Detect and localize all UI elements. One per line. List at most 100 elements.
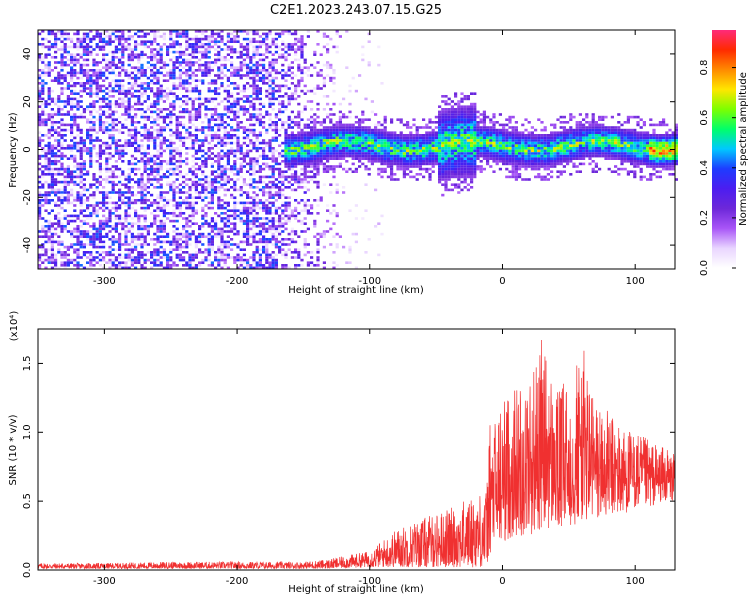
spectrogram-cell (207, 56, 211, 59)
spectrogram-cell (242, 191, 246, 194)
spectrogram-cell (348, 134, 352, 137)
spectrogram-cell (89, 160, 93, 163)
spectrogram-cell (198, 248, 202, 251)
spectrogram-cell (338, 162, 342, 166)
spectrogram-cell (242, 157, 246, 160)
spectrogram-cell (386, 157, 390, 160)
spectrogram-cell (130, 264, 134, 267)
spectrogram-cell (274, 84, 278, 88)
spectrogram-cell (348, 123, 352, 127)
spectrogram-cell (316, 134, 320, 137)
spectrogram-cell (204, 35, 208, 38)
spectrogram-cell (210, 118, 214, 121)
spectrogram-cell (130, 238, 134, 241)
spectrogram-cell (310, 157, 314, 160)
spectrogram-cell (258, 261, 262, 264)
spectrogram-cell (265, 37, 269, 41)
spectrogram-cell (172, 131, 176, 134)
spectrogram-cell (188, 121, 192, 124)
spectrogram-cell (316, 108, 320, 111)
spectrogram-cell (54, 152, 58, 155)
spectrogram-cell (134, 66, 138, 69)
spectrogram-cell (281, 76, 285, 80)
spectrogram-cell (95, 209, 99, 212)
spectrogram-cell (201, 126, 205, 129)
spectrogram-cell (54, 154, 58, 158)
spectrogram-cell (143, 240, 147, 244)
spectrogram-cell (316, 162, 320, 166)
spectrogram-cell (310, 256, 314, 259)
spectrogram-cell (54, 217, 58, 220)
spectrogram-cell (121, 261, 125, 264)
spectrogram-cell (380, 232, 384, 236)
spectrogram-cell (358, 147, 362, 150)
spectrogram-cell (316, 102, 320, 106)
spectrogram-cell (233, 149, 237, 153)
spectrogram-cell (313, 162, 317, 166)
spectrogram-cell (284, 196, 288, 199)
spectrogram-cell (121, 243, 125, 246)
spectrogram-cell (207, 100, 211, 103)
spectrogram-cell (198, 238, 202, 241)
spectrogram-cell (335, 149, 339, 153)
spectrogram-cell (377, 134, 381, 137)
spectrogram-cell (76, 217, 80, 220)
spectrogram-cell (130, 76, 134, 80)
spectrogram-cell (98, 258, 102, 262)
spectrogram-cell (105, 225, 109, 228)
spectrogram-cell (47, 69, 51, 72)
spectrogram-cell (172, 95, 176, 98)
spectrogram-cell (268, 126, 272, 129)
spectrogram-cell (102, 178, 106, 181)
spectrogram-cell (76, 183, 80, 186)
spectrogram-cell (300, 264, 304, 267)
spectrogram-cell (185, 225, 189, 228)
spectrogram-cell (114, 227, 118, 231)
spectrogram-cell (198, 63, 202, 67)
spectrogram-cell (130, 48, 134, 51)
spectrogram-cell (60, 193, 64, 197)
spectrogram-cell (156, 201, 160, 205)
spectrogram-cell (246, 238, 250, 241)
spectrogram-cell (236, 245, 240, 249)
spectrogram-cell (329, 141, 333, 145)
spectrogram-cell (185, 136, 189, 140)
spectrogram-cell (111, 63, 115, 67)
spectrogram-cell (300, 43, 304, 46)
spectrogram-cell (54, 121, 58, 124)
spectrogram-cell (60, 118, 64, 121)
spectrogram-cell (124, 225, 128, 228)
spectrogram-cell (268, 32, 272, 36)
spectrogram-cell (134, 45, 138, 49)
spectrogram-cell (166, 162, 170, 166)
spectrogram-cell (95, 82, 99, 85)
spectrogram-cell (159, 160, 163, 163)
spectrogram-cell (220, 66, 224, 69)
spectrogram-cell (172, 102, 176, 106)
spectrogram-cell (290, 238, 294, 241)
spectrogram-cell (111, 141, 115, 145)
spectrogram-cell (271, 43, 275, 46)
spectrogram-cell (268, 227, 272, 231)
spectrogram-cell (226, 227, 230, 231)
spectrogram-cell (252, 84, 256, 88)
spectrogram-cell (262, 157, 266, 160)
spectrogram-cell (358, 139, 362, 142)
spectrogram-cell (111, 121, 115, 124)
spectrogram-cell (226, 160, 230, 163)
spectrogram-cell (127, 256, 131, 259)
spectrogram-cell (150, 30, 154, 33)
spectrogram-cell (137, 225, 141, 228)
spectrogram-cell (79, 136, 83, 140)
spectrogram-cell (44, 248, 48, 251)
spectrogram-cell (220, 115, 224, 119)
spectrogram-cell (98, 227, 102, 231)
spectrogram-cell (217, 56, 221, 59)
spectrogram-cell (194, 186, 198, 189)
spectrogram-cell (121, 50, 125, 54)
spectrogram-cell (287, 243, 291, 246)
spectrogram-cell (178, 56, 182, 59)
spectrogram-cell (364, 157, 368, 160)
spectrogram-cell (313, 131, 317, 134)
spectrogram-cell (150, 258, 154, 262)
